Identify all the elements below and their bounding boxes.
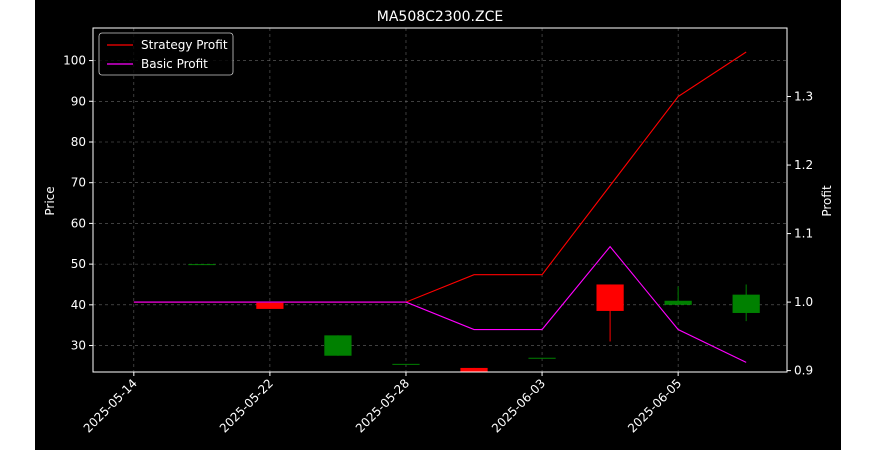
candle-body — [528, 357, 556, 359]
y-left-tick-label: 40 — [71, 298, 86, 312]
chart-svg: MA508C2300.ZCE Price Profit 30 40 50 60 70 80… — [43, 9, 834, 435]
candle-body — [664, 300, 692, 305]
series-line-strategy-profit — [133, 51, 747, 303]
y-right-tick-label: 1.0 — [794, 295, 813, 309]
y-left-tick-label: 30 — [71, 339, 86, 353]
y-left-tick-label: 100 — [63, 54, 86, 68]
candlesticks — [188, 264, 760, 372]
candle-body — [392, 363, 420, 365]
axes: 30 40 50 60 70 80 90 100 0.9 1.0 1.1 1.2 1.3 2025-05-… — [63, 27, 813, 435]
series-line-basic-profit — [133, 245, 747, 363]
y-right-tick-label: 0.9 — [794, 364, 813, 378]
y-axis-left-label: Price — [43, 186, 57, 215]
profit-lines — [133, 51, 747, 363]
y-left-tick-label: 80 — [71, 135, 86, 149]
candle-body — [256, 302, 284, 309]
grid — [93, 28, 787, 372]
y-right-tick-label: 1.2 — [794, 158, 813, 172]
y-left-tick-label: 90 — [71, 94, 86, 108]
y-left-tick-label: 60 — [71, 216, 86, 230]
y-left-tick-label: 70 — [71, 176, 86, 190]
chart-title: MA508C2300.ZCE — [377, 9, 503, 25]
y-axis-right-label: Profit — [820, 185, 834, 217]
candle-body — [460, 367, 488, 372]
y-right-tick-label: 1.1 — [794, 227, 813, 241]
y-right-tick-label: 1.3 — [794, 90, 813, 104]
x-tick-label: 2025-05-28 — [353, 376, 412, 435]
x-tick-label: 2025-05-14 — [81, 376, 140, 435]
candle-body — [732, 294, 760, 313]
legend-label: Strategy Profit — [141, 38, 228, 52]
x-tick-label: 2025-06-05 — [625, 376, 684, 435]
y-left-tick-label: 50 — [71, 257, 86, 271]
candle-body — [596, 284, 624, 311]
chart-figure: MA508C2300.ZCE Price Profit 30 40 50 60 70 80… — [35, 0, 841, 450]
legend-label: Basic Profit — [141, 57, 208, 71]
plot-frame — [92, 27, 788, 373]
x-tick-label: 2025-06-03 — [489, 376, 548, 435]
candle-body — [324, 335, 352, 356]
candle-body — [188, 264, 216, 266]
legend: Strategy Profit Basic Profit — [98, 32, 234, 76]
x-tick-label: 2025-05-22 — [217, 376, 276, 435]
